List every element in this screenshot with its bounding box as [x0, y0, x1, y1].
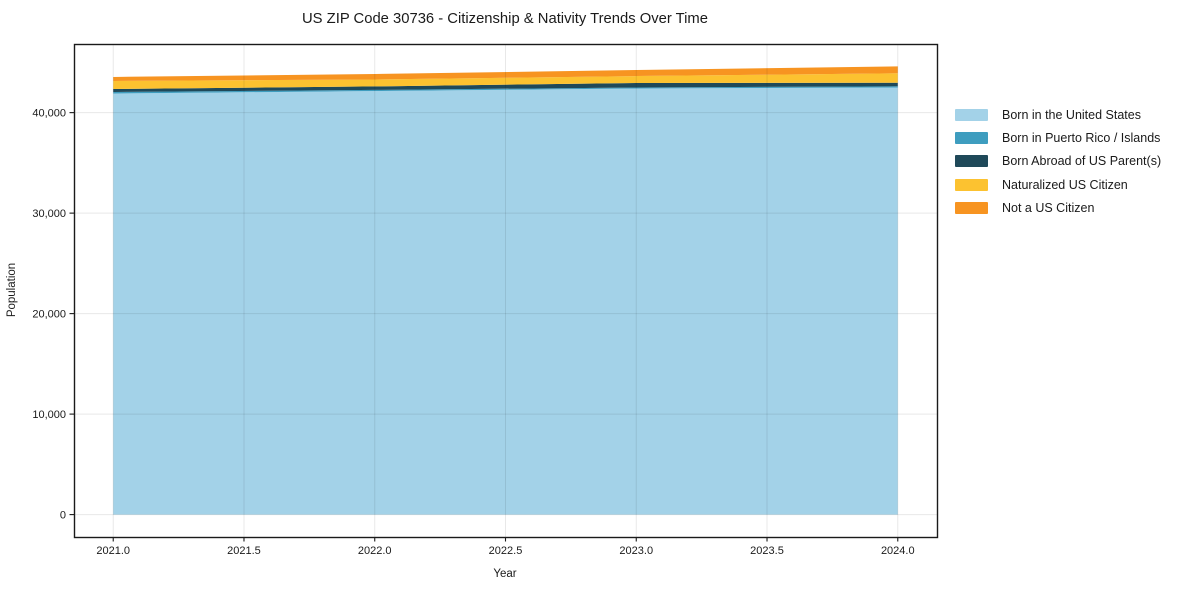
legend-label: Born Abroad of US Parent(s) — [1002, 154, 1162, 169]
tick-layer: 2021.0 2021.5 2022.0 2022.5 2023.0 2023.5 2024… — [32, 108, 914, 557]
legend: Born in the United States Born in Puerto … — [955, 103, 1161, 220]
legend-label: Born in Puerto Rico / Islands — [1002, 131, 1161, 146]
legend-label: Born in the United States — [1002, 107, 1141, 122]
legend-swatch — [955, 178, 988, 191]
area-not-a-us-citizen — [113, 66, 898, 81]
x-tick-label: 2023.5 — [750, 545, 784, 557]
legend-row: Born in Puerto Rico / Islands — [955, 126, 1161, 149]
x-tick-label: 2022.0 — [358, 545, 392, 557]
legend-swatch — [955, 202, 988, 215]
area-born-in-puerto-rico-islands — [113, 86, 898, 94]
y-tick-label: 40,000 — [32, 108, 66, 120]
y-tick-label: 0 — [60, 510, 66, 522]
legend-label: Not a US Citizen — [1002, 201, 1095, 216]
x-tick-label: 2023.0 — [619, 545, 653, 557]
legend-label: Naturalized US Citizen — [1002, 177, 1128, 192]
y-tick-label: 10,000 — [32, 409, 66, 421]
legend-row: Born Abroad of US Parent(s) — [955, 150, 1161, 173]
area-naturalized-us-citizen — [113, 73, 898, 90]
area-born-in-the-united-states — [113, 87, 898, 515]
y-tick-label: 20,000 — [32, 309, 66, 321]
area-layer — [113, 66, 898, 515]
legend-row: Not a US Citizen — [955, 197, 1161, 220]
grid-layer — [74, 44, 937, 537]
x-tick-label: 2021.5 — [227, 545, 261, 557]
x-axis-label: Year — [493, 568, 516, 580]
legend-row: Naturalized US Citizen — [955, 173, 1161, 196]
y-tick-label: 30,000 — [32, 208, 66, 220]
legend-swatch — [955, 108, 988, 121]
chart-title: US ZIP Code 30736 - Citizenship & Nativi… — [302, 11, 708, 27]
legend-swatch — [955, 132, 988, 145]
x-tick-label: 2024.0 — [881, 545, 915, 557]
legend-swatch — [955, 155, 988, 168]
area-born-abroad-of-us-parent-s — [113, 82, 898, 93]
x-tick-label: 2021.0 — [96, 545, 130, 557]
legend-row: Born in the United States — [955, 103, 1161, 126]
x-tick-label: 2022.5 — [489, 545, 523, 557]
y-axis-label: Population — [6, 263, 18, 317]
